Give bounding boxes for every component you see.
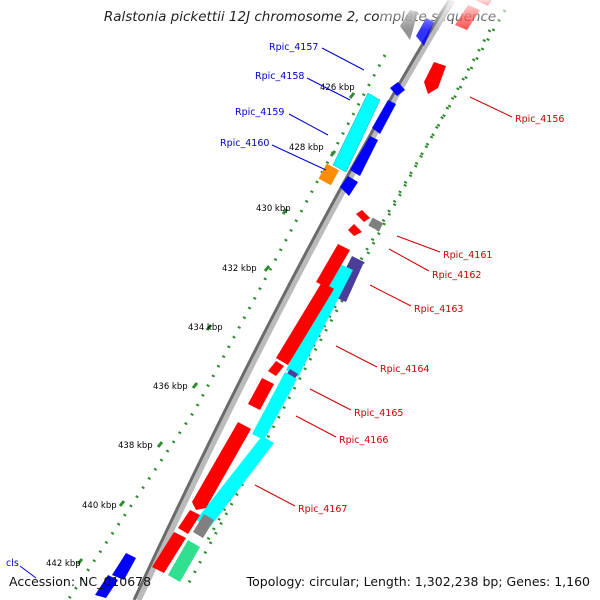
scale-label: 426 kbp <box>320 83 355 93</box>
rna-4164 <box>286 264 353 377</box>
cds-rpic-4164 <box>276 282 334 365</box>
scale-ticks <box>76 92 356 565</box>
genome-summary-text: Topology: circular; Length: 1,302,238 bp… <box>246 574 590 589</box>
rna-4166 <box>252 372 297 440</box>
cds-rpic-4160 <box>340 176 358 196</box>
gene-label-rpic-4161: Rpic_4161 <box>443 250 492 261</box>
dotted-ring-inner <box>66 54 387 600</box>
rna-4167 <box>196 436 274 527</box>
dotted-ring-outer <box>203 9 507 546</box>
cds-rpic-4166 <box>248 378 274 410</box>
gene-label-rpic-4164: Rpic_4164 <box>380 364 429 375</box>
cds-rpic-4163 <box>316 244 350 288</box>
cds-cls <box>112 553 136 580</box>
gene-label-rpic-4165: Rpic_4165 <box>354 408 403 419</box>
cds-rpic-4165 <box>268 361 284 376</box>
other-feature-orange <box>318 163 339 186</box>
gene-label-rpic-4166: Rpic_4166 <box>339 435 388 446</box>
rna-cls <box>168 540 200 582</box>
scale-labels: 426 kbp 428 kbp 430 kbp 432 kbp 434 kbp … <box>46 83 355 569</box>
top-features <box>380 0 510 46</box>
scale-label: 428 kbp <box>289 143 324 153</box>
cds-rpic-4167b <box>178 510 200 534</box>
gene-label-rpic-4167: Rpic_4167 <box>298 504 347 515</box>
reverse-features <box>152 62 446 573</box>
scale-label: 436 kbp <box>153 382 188 392</box>
gene-label-rpic-4157: Rpic_4157 <box>269 42 318 53</box>
forward-gene-labels: Rpic_4157 Rpic_4158 Rpic_4159 Rpic_4160 … <box>6 42 365 579</box>
reverse-gene-labels: Rpic_4156 Rpic_4161 Rpic_4162 Rpic_4163 … <box>254 96 564 515</box>
gene-label-rpic-4162: Rpic_4162 <box>432 270 481 281</box>
scale-label: 440 kbp <box>82 501 117 511</box>
scale-label: 430 kbp <box>256 204 291 214</box>
cds-cls-2 <box>95 575 118 598</box>
cds-rpic-4161b <box>348 224 362 236</box>
scale-label: 434 kbp <box>188 323 223 333</box>
misc-4161 <box>368 217 384 232</box>
cds-rpic-4167 <box>192 422 251 510</box>
gene-label-rpic-4163: Rpic_4163 <box>414 304 463 315</box>
cds-rpic-4159-blue <box>350 136 378 176</box>
chromosome-backbone-edge <box>132 0 451 600</box>
cds-rpic-4167c <box>152 532 186 573</box>
accession-text: Accession: NC_010678 <box>9 574 152 589</box>
rna-rpic-4159 <box>332 92 381 173</box>
cds-rpic-4161 <box>356 210 370 222</box>
cds-rpic-4156 <box>424 62 446 94</box>
gene-label-rpic-4156: Rpic_4156 <box>515 114 564 125</box>
scale-label: 438 kbp <box>118 441 153 451</box>
scale-label: 432 kbp <box>222 264 257 274</box>
cds-rpic-4158 <box>372 100 396 134</box>
misc-4167b <box>193 514 214 538</box>
gene-label-rpic-4160: Rpic_4160 <box>220 138 269 149</box>
cds-rpic-4157 <box>390 82 405 96</box>
chromosome-backbone <box>134 0 455 600</box>
gene-label-rpic-4158: Rpic_4158 <box>255 71 304 82</box>
gene-label-cls: cls <box>6 558 19 569</box>
forward-features <box>95 82 405 598</box>
scale-label: 442 kbp <box>46 559 81 569</box>
gene-label-rpic-4159: Rpic_4159 <box>235 107 284 118</box>
